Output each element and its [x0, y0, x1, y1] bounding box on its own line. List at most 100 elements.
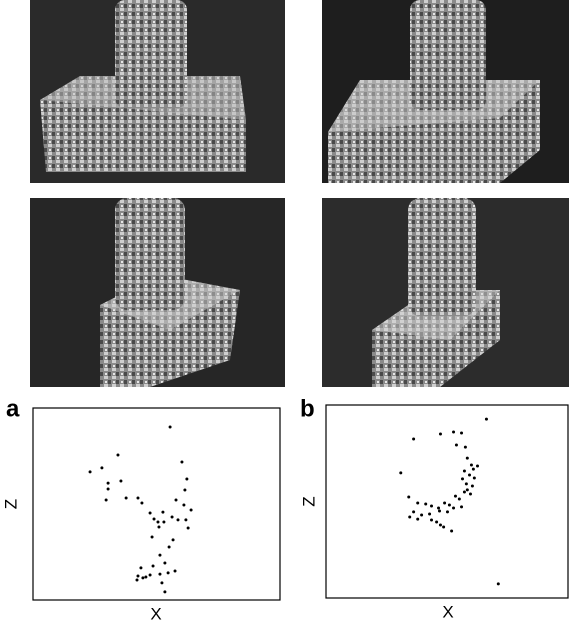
- point: [185, 477, 189, 481]
- point: [453, 494, 457, 498]
- point: [424, 502, 428, 506]
- point: [463, 445, 467, 449]
- point: [163, 590, 167, 594]
- plot-frame: [325, 404, 569, 599]
- point: [144, 575, 148, 579]
- point: [162, 520, 166, 524]
- point: [416, 501, 420, 505]
- point: [442, 525, 446, 529]
- point: [462, 469, 466, 473]
- point: [457, 497, 461, 501]
- point: [430, 504, 434, 508]
- photo: [30, 0, 285, 183]
- point: [472, 476, 476, 480]
- point: [460, 477, 464, 481]
- point: [470, 484, 474, 488]
- point: [464, 482, 468, 486]
- point: [428, 512, 432, 516]
- point: [161, 510, 165, 514]
- point: [158, 572, 162, 576]
- point: [173, 569, 177, 573]
- point: [148, 573, 152, 577]
- point: [100, 466, 104, 470]
- point: [166, 571, 170, 575]
- point: [88, 470, 92, 474]
- point: [435, 520, 439, 524]
- point: [454, 443, 458, 447]
- point: [452, 506, 456, 510]
- point: [189, 508, 193, 512]
- point: [104, 498, 108, 502]
- photo: [322, 0, 569, 183]
- point: [399, 471, 403, 475]
- point: [183, 488, 187, 492]
- point: [468, 473, 472, 477]
- point: [408, 515, 412, 519]
- point: [460, 431, 464, 435]
- point: [437, 506, 441, 510]
- point: [171, 538, 175, 542]
- y-axis-label: Z: [299, 496, 318, 506]
- point: [151, 564, 155, 568]
- plot-frame: [32, 407, 281, 601]
- point: [437, 509, 441, 513]
- point: [163, 561, 167, 565]
- point: [141, 576, 145, 580]
- point: [136, 496, 140, 500]
- point: [167, 545, 171, 549]
- point: [184, 518, 188, 522]
- point: [168, 425, 172, 429]
- point: [152, 517, 156, 521]
- panel-label: a: [6, 395, 20, 422]
- point: [465, 488, 469, 492]
- point: [119, 479, 123, 483]
- point: [182, 503, 186, 507]
- point: [140, 501, 144, 505]
- point: [462, 490, 466, 494]
- x-axis-label: X: [442, 602, 453, 621]
- point: [471, 467, 475, 471]
- point: [468, 492, 472, 496]
- point: [447, 503, 451, 507]
- point: [475, 464, 479, 468]
- photo: [322, 198, 569, 387]
- point: [465, 456, 469, 460]
- point: [158, 553, 162, 557]
- photo: [30, 198, 285, 387]
- point: [156, 520, 160, 524]
- point: [452, 430, 456, 434]
- point: [438, 523, 442, 527]
- point: [443, 501, 447, 505]
- point: [106, 481, 110, 485]
- point: [430, 518, 434, 522]
- point: [136, 574, 140, 578]
- x-axis-label: X: [150, 604, 161, 623]
- point: [176, 518, 180, 522]
- point: [135, 578, 139, 582]
- panel-label: b: [300, 395, 315, 422]
- point: [445, 510, 449, 514]
- point: [496, 582, 500, 586]
- point: [170, 515, 174, 519]
- point: [450, 529, 454, 533]
- point: [116, 453, 120, 457]
- point: [438, 432, 442, 436]
- point: [150, 535, 154, 539]
- point: [469, 463, 473, 467]
- point: [139, 566, 143, 570]
- point: [124, 496, 128, 500]
- point: [174, 498, 178, 502]
- point: [420, 513, 424, 517]
- y-axis-label: Z: [1, 499, 20, 509]
- point: [412, 437, 416, 441]
- point: [460, 505, 464, 509]
- point: [148, 511, 152, 515]
- point: [412, 510, 416, 514]
- point: [157, 525, 161, 529]
- point: [106, 487, 110, 491]
- point: [180, 460, 184, 464]
- point: [160, 581, 164, 585]
- point: [416, 517, 420, 521]
